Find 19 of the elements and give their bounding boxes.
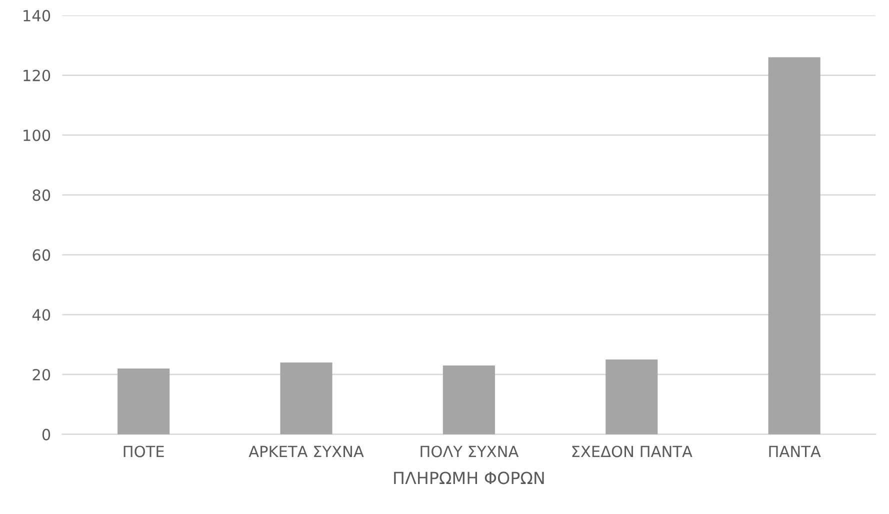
bar	[280, 362, 332, 434]
x-tick-label: ΠΑΝΤΑ	[769, 446, 821, 458]
y-tick-label: 80	[32, 189, 50, 201]
y-tick-label: 120	[24, 70, 50, 82]
bar	[606, 360, 658, 434]
x-tick-label: ΣΧΕΔΟΝ ΠΑΝΤΑ	[572, 446, 692, 458]
y-tick-label: 140	[24, 10, 50, 22]
x-tick-label: ΠΟΛΥ ΣΥΧΝΑ	[420, 446, 519, 458]
x-tick-label: ΑΡΚΕΤΑ ΣΥΧΝΑ	[248, 446, 364, 458]
y-tick-label: 20	[32, 368, 50, 381]
bar	[442, 366, 495, 434]
y-tick-label: 0	[42, 428, 50, 440]
y-tick-label: 60	[32, 249, 50, 261]
x-axis-title: ΠΛΗΡΩΜΗ ΦΟΡΩΝ	[394, 472, 544, 484]
bar	[118, 368, 170, 434]
y-tick-label: 40	[32, 309, 50, 321]
y-tick-label: 100	[24, 130, 50, 142]
x-tick-label: ΠΟΤΕ	[124, 446, 164, 458]
bar	[768, 57, 820, 434]
